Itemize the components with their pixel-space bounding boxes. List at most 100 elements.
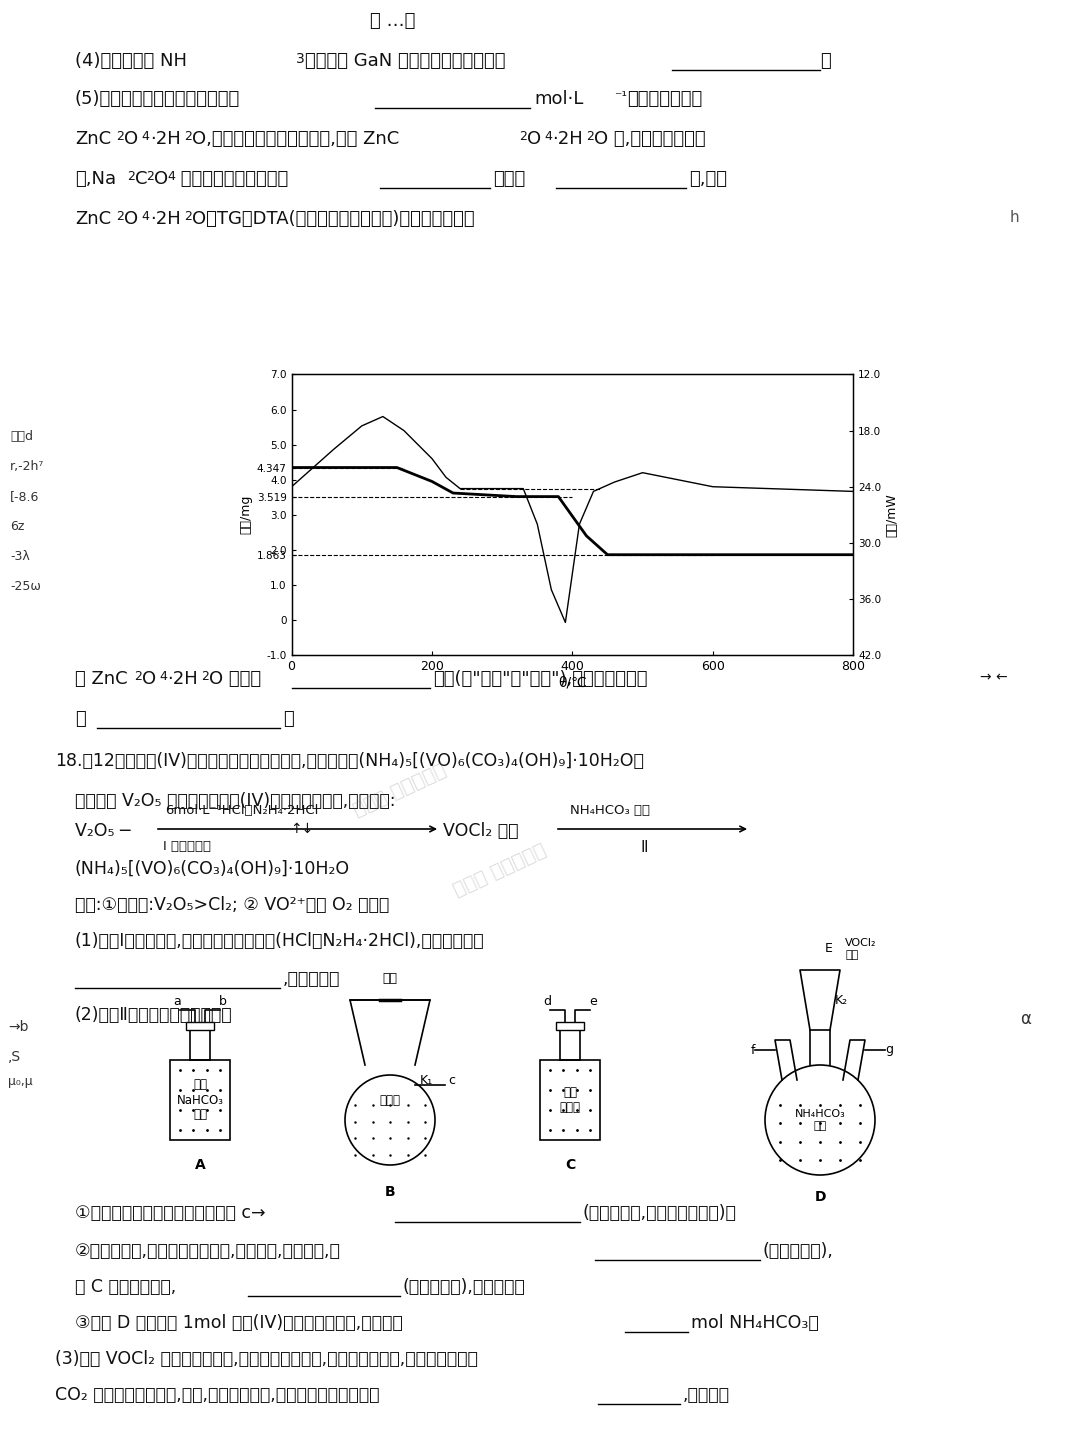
Text: 饱和
NaHCO₃
溶液: 饱和 NaHCO₃ 溶液 [176, 1079, 224, 1122]
Text: [-8.6: [-8.6 [10, 490, 39, 503]
Bar [556, 1022, 584, 1030]
Text: 2: 2 [116, 130, 124, 143]
Text: E: E [825, 942, 833, 955]
Text: K₂: K₂ [835, 994, 848, 1007]
Text: 2: 2 [134, 670, 141, 683]
Text: (3)加入 VOCl₂ 溶液使反应完全,取下恒压滴液漏斗,立即塞上橡胶塞,将三颈烧瓶置于: (3)加入 VOCl₂ 溶液使反应完全,取下恒压滴液漏斗,立即塞上橡胶塞,将三颈… [55, 1351, 477, 1368]
Text: g: g [885, 1044, 893, 1057]
Text: ②连接好装置,检查气密性良好后,加入试剂,开始实验,先: ②连接好装置,检查气密性良好后,加入试剂,开始实验,先 [75, 1241, 341, 1260]
Text: CO₂ 保护下的干燥器中,静置,得到紫色晶体,过滤。接下来的操作是: CO₂ 保护下的干燥器中,静置,得到紫色晶体,过滤。接下来的操作是 [55, 1385, 379, 1404]
Text: ·2H: ·2H [150, 130, 180, 148]
Text: (填实验操作),: (填实验操作), [762, 1241, 834, 1260]
Text: 反应(填"放热"或"吸热"),分解的温度范围: 反应(填"放热"或"吸热"),分解的温度范围 [433, 670, 648, 688]
Text: C: C [565, 1158, 576, 1172]
Text: O: O [141, 670, 157, 688]
Text: 战场d: 战场d [10, 431, 33, 444]
Text: 反应得到 GaN 的同时获得的副产物为: 反应得到 GaN 的同时获得的副产物为 [305, 52, 505, 71]
Text: 2: 2 [146, 170, 153, 183]
Text: μ₀,μ: μ₀,μ [8, 1076, 32, 1089]
Text: 2: 2 [116, 210, 124, 223]
Text: 4: 4 [159, 670, 167, 683]
Text: b: b [219, 995, 227, 1008]
Text: ·2H: ·2H [167, 670, 198, 688]
Text: 3: 3 [296, 52, 305, 66]
Text: ,S: ,S [8, 1050, 22, 1064]
Text: 6mol·L⁻¹HCl－N₂H₄·2HCl: 6mol·L⁻¹HCl－N₂H₄·2HCl [165, 804, 319, 816]
Text: NH₄HCO₃
溶液: NH₄HCO₃ 溶液 [795, 1109, 846, 1130]
Text: 4: 4 [544, 130, 552, 143]
Text: 2: 2 [127, 170, 135, 183]
Text: -3λ: -3λ [10, 550, 30, 563]
Text: e: e [589, 995, 597, 1008]
Text: 盐酸: 盐酸 [382, 972, 397, 985]
Text: 。: 。 [820, 52, 831, 71]
Bar [190, 1030, 210, 1060]
Text: ③装置 D 中每生成 1mol 氧钒(IV)碱式碳酸铵晶体,需要消耗: ③装置 D 中每生成 1mol 氧钒(IV)碱式碳酸铵晶体,需要消耗 [75, 1313, 403, 1332]
X-axis label: θ/℃: θ/℃ [558, 675, 586, 690]
Text: ,保护环境。: ,保护环境。 [283, 971, 340, 988]
Text: （ …）: （ …） [370, 12, 416, 30]
Text: D: D [814, 1189, 826, 1204]
Text: O,再通过热分解探究其产物,制备 ZnC: O,再通过热分解探究其产物,制备 ZnC [192, 130, 400, 148]
Bar [186, 1022, 214, 1030]
Bar [170, 1060, 230, 1140]
Text: (按气流方向,用小写字母表示)。: (按气流方向,用小写字母表示)。 [583, 1204, 737, 1223]
Text: h: h [1010, 210, 1020, 225]
Text: (5)滤液中残留的镓离子的浓度为: (5)滤液中残留的镓离子的浓度为 [75, 89, 240, 108]
Text: c: c [448, 1073, 455, 1087]
Text: 2: 2 [184, 130, 192, 143]
Text: 。由滤液可制备: 。由滤液可制备 [627, 89, 702, 108]
Y-axis label: 质量/mg: 质量/mg [240, 495, 253, 534]
Text: ↑↓: ↑↓ [291, 822, 313, 837]
Text: 为: 为 [75, 710, 85, 729]
Text: 2: 2 [519, 130, 527, 143]
Y-axis label: 差热/mW: 差热/mW [886, 492, 899, 537]
Text: ①上述装置依次连接的合理顺序为 c→: ①上述装置依次连接的合理顺序为 c→ [75, 1204, 266, 1223]
Text: → ←: → ← [980, 670, 1008, 684]
Text: O: O [124, 210, 138, 228]
Text: ZnC: ZnC [75, 130, 111, 148]
Text: 澄清
石灰水: 澄清 石灰水 [559, 1086, 581, 1115]
Text: mol NH₄HCO₃。: mol NH₄HCO₃。 [691, 1313, 819, 1332]
Text: 同学网 同学新资料: 同学网 同学新资料 [450, 840, 550, 900]
Bar [540, 1060, 600, 1140]
Text: 4: 4 [167, 170, 175, 183]
Text: 加入到: 加入到 [492, 170, 525, 189]
Text: A: A [194, 1158, 205, 1172]
Text: α: α [1020, 1009, 1031, 1028]
Text: O 时,为提高晶体的纯: O 时,为提高晶体的纯 [594, 130, 705, 148]
Text: 则 ZnC: 则 ZnC [75, 670, 127, 688]
Text: 石灰石: 石灰石 [379, 1093, 401, 1106]
Text: 同学网 同学新资料: 同学网 同学新资料 [351, 760, 449, 819]
Text: 。: 。 [283, 710, 294, 729]
Text: K₁: K₁ [420, 1073, 433, 1087]
Text: VOCl₂ 溶液: VOCl₂ 溶液 [443, 822, 518, 840]
Text: 实验室以 V₂O₅ 为原料制备氧钒(IV)碱式碳酸铵晶体,过程如下:: 实验室以 V₂O₅ 为原料制备氧钒(IV)碱式碳酸铵晶体,过程如下: [75, 792, 395, 809]
Text: C: C [135, 170, 148, 189]
Text: NH₄HCO₃ 溶液: NH₄HCO₃ 溶液 [570, 804, 650, 816]
Text: O: O [154, 170, 168, 189]
Text: 当 C 中溶液变浑浊,: 当 C 中溶液变浑浊, [75, 1279, 176, 1296]
Text: 18.（12分）氧钒(IV)碱式碳酸铵晶体难溶于水,其化学式为(NH₄)₅[(VO)₆(CO₃)₄(OH)₉]·10H₂O。: 18.（12分）氧钒(IV)碱式碳酸铵晶体难溶于水,其化学式为(NH₄)₅[(V… [55, 752, 644, 770]
Text: ·2H: ·2H [552, 130, 583, 148]
Text: -25ω: -25ω [10, 580, 41, 593]
Text: 2: 2 [184, 210, 192, 223]
Text: 2: 2 [586, 130, 594, 143]
Text: 4: 4 [141, 210, 149, 223]
Text: (填实验操作),进行实验。: (填实验操作),进行实验。 [403, 1279, 526, 1296]
Text: 2: 2 [201, 670, 208, 683]
Text: ⁻¹: ⁻¹ [615, 89, 627, 104]
Text: V₂O₅ ─: V₂O₅ ─ [75, 822, 131, 840]
Text: O: O [527, 130, 541, 148]
Text: (2)步骤Ⅱ可在如下装置中进行：: (2)步骤Ⅱ可在如下装置中进行： [75, 1007, 232, 1024]
Text: 度,Na: 度,Na [75, 170, 117, 189]
Text: B: B [384, 1185, 395, 1200]
Text: d: d [543, 995, 551, 1008]
Text: 已知:①氧化性:V₂O₅>Cl₂; ② VO²⁺能被 O₂ 氧化。: 已知:①氧化性:V₂O₅>Cl₂; ② VO²⁺能被 O₂ 氧化。 [75, 896, 389, 914]
Text: (4)三甲基镓与 NH: (4)三甲基镓与 NH [75, 52, 187, 71]
Text: r,-2h⁷: r,-2h⁷ [10, 459, 44, 472]
Text: (1)步骤Ⅰ不选用盐酸,而选用盐酸－盐酸肼(HCl－N₂H₄·2HCl),可以防止生成: (1)步骤Ⅰ不选用盐酸,而选用盐酸－盐酸肼(HCl－N₂H₄·2HCl),可以防… [75, 932, 485, 950]
Text: Ⅰ 微热数分钟: Ⅰ 微热数分钟 [163, 840, 211, 852]
Bar [561, 1030, 580, 1060]
Text: ,最后用乙: ,最后用乙 [683, 1385, 730, 1404]
